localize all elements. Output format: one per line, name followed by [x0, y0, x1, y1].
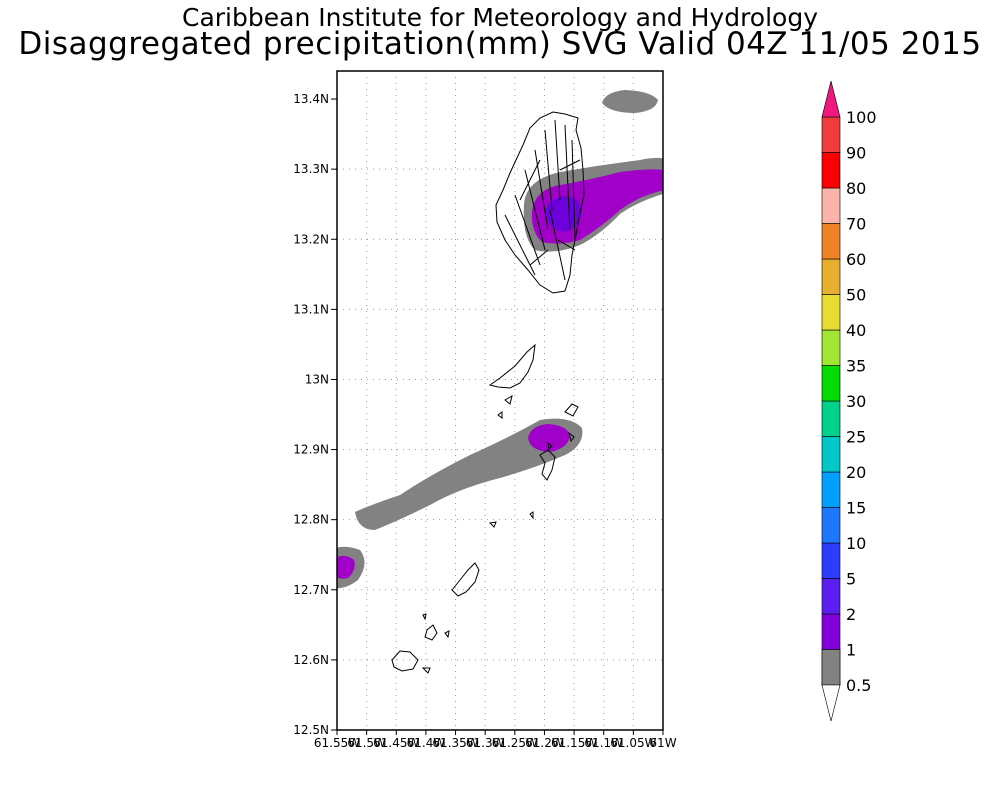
colorbar-label: 25 [846, 428, 866, 447]
mustique-canouan-island [539, 449, 556, 481]
precip-core-west [337, 555, 355, 579]
colorbar-label: 35 [846, 357, 866, 376]
lon-tick-label: 61W [649, 736, 676, 750]
lon-tick-label: 61.45W [373, 736, 419, 750]
bequia-island [488, 343, 536, 389]
colorbar-swatch [821, 152, 841, 189]
colorbar-swatch [821, 365, 841, 402]
colorbar-swatch [821, 649, 841, 686]
colorbar-swatch [821, 329, 841, 366]
colorbar-swatch [821, 294, 841, 331]
lon-tick-label: 61.05W [610, 736, 656, 750]
lat-tick-label: 12.7N [293, 583, 329, 597]
colorbar-label: 90 [846, 144, 866, 163]
colorbar-bottom-arrow [821, 684, 841, 722]
lon-tick-label: 61.3W [466, 736, 505, 750]
colorbar-swatch [821, 613, 841, 650]
map-frame [336, 70, 664, 731]
colorbar-label: 70 [846, 215, 866, 234]
carriacou-island [391, 650, 419, 672]
precip-core-south [528, 424, 570, 452]
lat-tick-label: 12.6N [293, 653, 329, 667]
lon-tick-label: 61.15W [551, 736, 597, 750]
colorbar-swatch [821, 436, 841, 473]
lat-tick-label: 12.8N [293, 513, 329, 527]
lon-tick-label: 61.2W [525, 736, 564, 750]
colorbar-swatch [821, 507, 841, 544]
precip-band-south-light [355, 418, 583, 530]
lon-tick-label: 61.1W [584, 736, 623, 750]
colorbar-label: 0.5 [846, 676, 871, 695]
lon-tick-label: 61.5W [347, 736, 386, 750]
colorbar-swatch [821, 223, 841, 260]
lat-tick-label: 13.1N [293, 302, 329, 316]
lat-tick-label: 13.3N [293, 162, 329, 176]
colorbar-label: 20 [846, 463, 866, 482]
lon-tick-label: 61.35W [432, 736, 478, 750]
lat-tick-label: 13N [305, 372, 329, 386]
lat-tick-label: 13.4N [293, 92, 329, 106]
colorbar-swatch [821, 187, 841, 224]
latitude-axis: 13.4N 13.3N 13.2N 13.1N 13N 12.9N 12.8N 12.7N 12… [293, 92, 337, 737]
colorbar-label: 5 [846, 570, 856, 589]
colorbar-swatch [821, 116, 841, 153]
colorbar-label: 80 [846, 179, 866, 198]
lon-tick-label: 61.25W [492, 736, 538, 750]
product-title: Disaggregated precipitation(mm) SVG Vali… [18, 26, 982, 62]
lat-tick-label: 12.9N [293, 443, 329, 457]
lat-tick-label: 12.5N [293, 723, 329, 737]
colorbar-swatch [821, 578, 841, 615]
union-island [451, 562, 480, 597]
colorbar-label: 15 [846, 499, 866, 518]
colorbar-top-arrow [821, 80, 841, 118]
lat-tick-label: 13.2N [293, 232, 329, 246]
colorbar-swatch [821, 471, 841, 508]
grenadine-islands [391, 343, 579, 674]
colorbar-label: 40 [846, 321, 866, 340]
colorbar-swatch [821, 258, 841, 295]
colorbar-label: 60 [846, 250, 866, 269]
colorbar-label: 30 [846, 392, 866, 411]
colorbar-swatch [821, 400, 841, 437]
institute-title: Caribbean Institute for Meteorology and … [182, 3, 818, 32]
st-vincent-island [495, 111, 585, 294]
colorbar-label: 1 [846, 641, 856, 660]
colorbar-label: 10 [846, 534, 866, 553]
colorbar-label: 100 [846, 108, 877, 127]
lon-tick-label: 61.55W [314, 736, 360, 750]
lon-tick-label: 61.4W [407, 736, 446, 750]
precip-blob-northeast [602, 90, 658, 113]
longitude-axis: 61.55W61.5W61.45W61.4W61.35W61.3W61.25W6… [314, 730, 677, 750]
colorbar-label: 50 [846, 286, 866, 305]
map-panel [336, 70, 664, 731]
colorbar-swatch [821, 542, 841, 579]
precip-core-north-heavy [545, 196, 582, 232]
colorbar-label: 2 [846, 605, 856, 624]
